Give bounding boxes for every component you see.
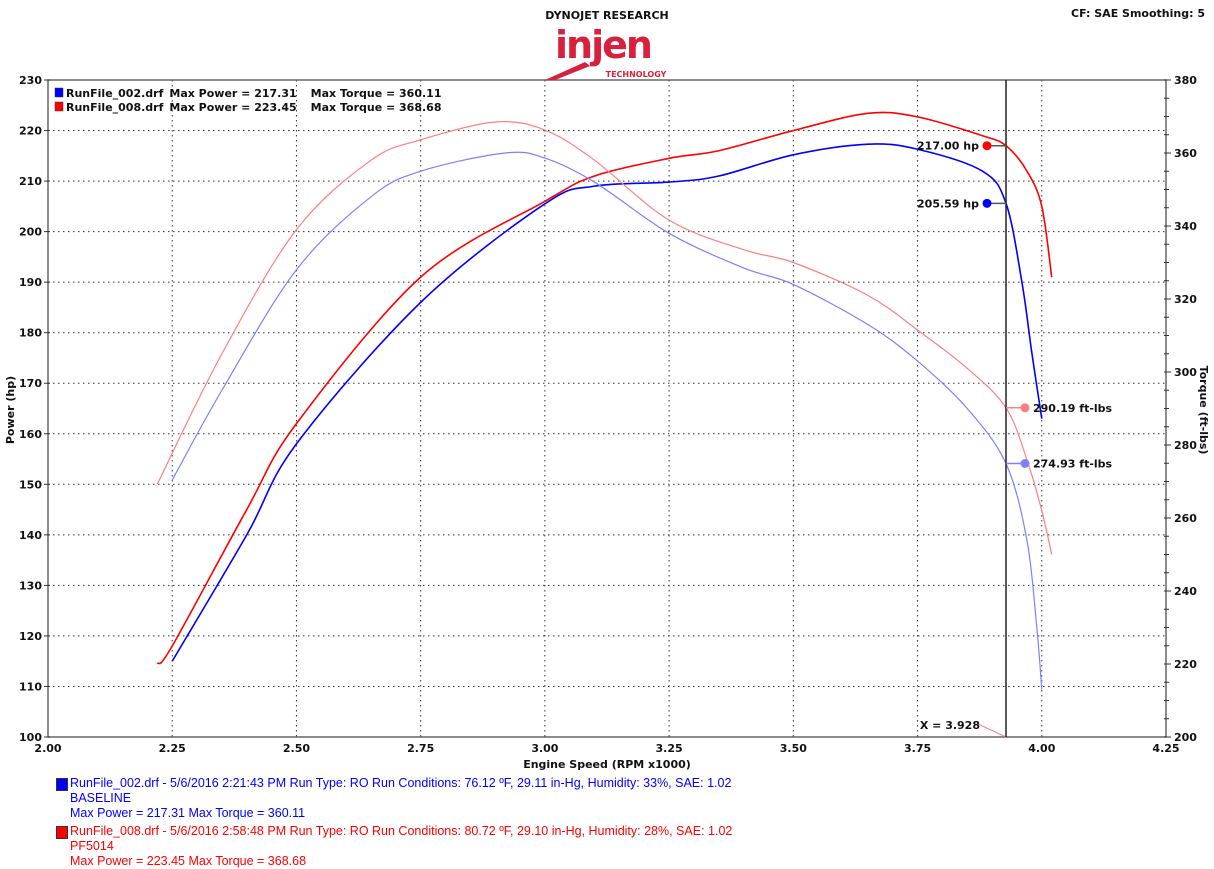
x-tick-label: 2.50 [283, 742, 310, 755]
x-tick-label: 4.00 [1028, 742, 1055, 755]
settings-text: CF: SAE Smoothing: 5 [1071, 7, 1205, 20]
readout-marker [1020, 403, 1030, 413]
y-axis-label: Power (hp) [4, 376, 17, 444]
y2-tick-label: 200 [1174, 731, 1197, 744]
y2-tick-label: 380 [1174, 74, 1197, 87]
y-tick-label: 200 [19, 226, 42, 239]
y2-tick-label: 280 [1174, 439, 1197, 452]
y2-tick-label: 340 [1174, 220, 1197, 233]
series-line [171, 143, 1043, 662]
legend-file-2: RunFile_008.drf [66, 101, 164, 114]
legend-power-2: Max Power = 223.45 [169, 101, 296, 114]
run-info-name: PF5014 [70, 839, 114, 853]
svg-text:injen: injen [555, 23, 651, 67]
header-title: DYNOJET RESEARCH [545, 9, 668, 22]
y2-tick-label: 260 [1174, 512, 1197, 525]
svg-text:TECHNOLOGY: TECHNOLOGY [606, 70, 667, 79]
run-info-max: Max Power = 217.31 Max Torque = 360.11 [70, 806, 306, 820]
y-tick-label: 140 [19, 529, 42, 542]
readout-label: 205.59 hp [917, 197, 979, 210]
y2-axis-label: Torque (ft-lbs) [1197, 366, 1210, 455]
y-tick-label: 160 [19, 428, 42, 441]
readout-label: 290.19 ft-lbs [1033, 402, 1113, 415]
cursor-readouts: 217.00 hp 205.59 hp 290.19 ft-lbs 274.93 ft… [917, 140, 1113, 471]
y2-tick-label: 240 [1174, 585, 1197, 598]
run-info-2: RunFile_008.drf - 5/6/2016 2:58:48 PM Ru… [56, 824, 733, 869]
x-tick-label: 3.00 [531, 742, 558, 755]
run-info-name: BASELINE [70, 791, 132, 805]
grid [48, 80, 1166, 737]
y-tick-label: 210 [19, 175, 42, 188]
legend-power-1: Max Power = 217.31 [169, 87, 296, 100]
legend-file-1: RunFile_002.drf [66, 87, 164, 100]
readout-marker [982, 141, 992, 151]
readout-marker [982, 198, 992, 208]
y-tick-label: 180 [19, 327, 42, 340]
y2-tick-label: 220 [1174, 658, 1197, 671]
legend-torque-1: Max Torque = 360.11 [311, 87, 442, 100]
y-tick-label: 150 [19, 478, 42, 491]
y2-tick-label: 360 [1174, 147, 1197, 160]
legend: RunFile_002.drf Max Power = 217.31 Max Tor… [54, 87, 441, 114]
x-tick-label: 2.00 [34, 742, 61, 755]
cursor-label-leader [977, 723, 1007, 738]
run-info-line: RunFile_008.drf - 5/6/2016 2:58:48 PM Ru… [70, 824, 733, 838]
x-tick-label: 2.75 [407, 742, 434, 755]
y-tick-label: 110 [19, 680, 42, 693]
cursor-label: X = 3.928 [920, 719, 980, 732]
x-tick-label: 2.25 [159, 742, 186, 755]
y-tick-label: 230 [19, 74, 42, 87]
y-tick-label: 100 [19, 731, 42, 744]
readout-marker [1020, 459, 1030, 469]
y-tick-label: 120 [19, 630, 42, 643]
run-info-max: Max Power = 223.45 Max Torque = 368.68 [70, 854, 307, 868]
x-tick-label: 3.25 [656, 742, 683, 755]
series-line [156, 120, 1053, 555]
y2-tick-label: 300 [1174, 366, 1197, 379]
series-line [171, 151, 1043, 690]
injen-logo: injen TECHNOLOGY [545, 23, 667, 80]
y-tick-label: 170 [19, 377, 42, 390]
y-tick-label: 220 [19, 125, 42, 138]
run-info-line: RunFile_002.drf - 5/6/2016 2:21:43 PM Ru… [70, 776, 732, 790]
y2-tick-label: 320 [1174, 293, 1197, 306]
x-axis-label: Engine Speed (RPM x1000) [523, 758, 691, 771]
readout-label: 217.00 hp [917, 140, 979, 153]
x-tick-label: 3.75 [904, 742, 931, 755]
readout-label: 274.93 ft-lbs [1033, 458, 1113, 471]
x-tick-label: 3.50 [780, 742, 807, 755]
legend-row-1: RunFile_002.drf Max Power = 217.31 Max Tor… [66, 87, 441, 100]
x-tick-label: 4.25 [1152, 742, 1179, 755]
legend-torque-2: Max Torque = 368.68 [311, 101, 442, 114]
y-tick-label: 190 [19, 276, 42, 289]
axis-ticks: 2.00 2.25 2.50 2.75 3.00 3.25 3.50 3.75 4.00 4.25… [19, 74, 1197, 755]
y-tick-label: 130 [19, 579, 42, 592]
legend-row-2: RunFile_008.drf Max Power = 223.45 Max Tor… [66, 101, 441, 114]
plot-frame [47, 79, 1167, 738]
run-info-1: RunFile_002.drf - 5/6/2016 2:21:43 PM Ru… [56, 776, 732, 821]
